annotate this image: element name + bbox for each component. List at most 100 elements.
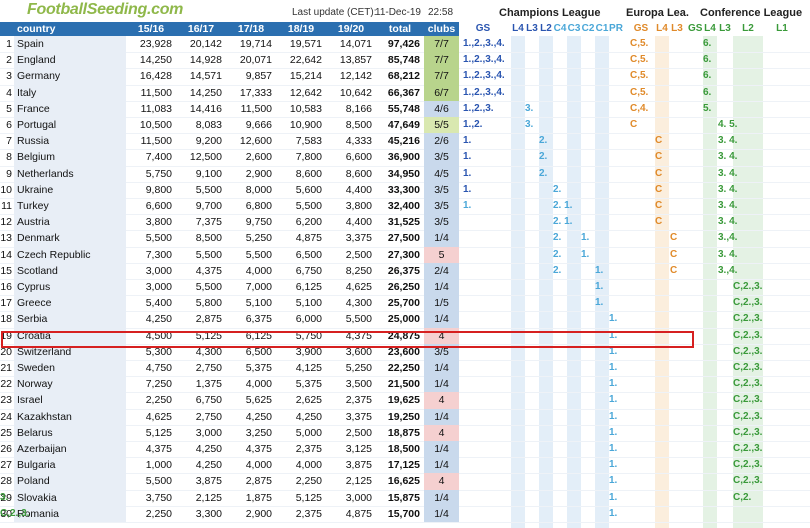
season-value: 9,666	[245, 119, 272, 131]
section-europa-league: Europa Lea.	[626, 7, 689, 19]
total-value: 31,525	[387, 216, 420, 229]
table-row[interactable]: 23 Israel 2,250 6,750 5,625 2,625 2,375 19,625 4…	[0, 392, 810, 410]
table-row[interactable]: 21 Sweden 4,750 2,750 5,375 4,125 5,250 22,250 1…	[0, 360, 810, 378]
table-row[interactable]: 14 Czech Republic 7,300 5,500 5,500 6,500 2,50…	[0, 246, 810, 264]
country-name[interactable]: Bulgaria	[14, 457, 126, 474]
col-slot-mark: C,2.,3.	[733, 345, 763, 357]
cl-slot-mark: 1.	[595, 281, 604, 292]
table-row[interactable]: 16 Cyprus 3,000 5,500 7,000 6,125 4,625 26,250 1…	[0, 279, 810, 297]
header-col-l3: L3	[719, 23, 731, 34]
header-country[interactable]: country	[14, 22, 126, 36]
season-value: 3,125	[345, 443, 372, 455]
country-name[interactable]: Russia	[14, 133, 126, 150]
season-value: 11,083	[140, 102, 172, 115]
country-name[interactable]: Portugal	[14, 117, 126, 134]
season-value: 10,900	[289, 119, 322, 131]
country-name[interactable]: Turkey	[14, 198, 126, 215]
table-row[interactable]: 29 Slovakia 3,750 2,125 1,875 5,125 3,000 15,87…	[0, 489, 810, 507]
table-row[interactable]: 6 Portugal 10,500 8,083 9,666 10,900 8,500 47,6…	[0, 117, 810, 135]
country-name[interactable]: Sweden	[14, 360, 126, 377]
header-season-17-18[interactable]: 17/18	[226, 22, 276, 36]
section-conference-league: Conference League	[700, 7, 803, 19]
header-total[interactable]: total	[376, 22, 424, 36]
table-row[interactable]: 8 Belgium 7,400 12,500 2,600 7,800 6,600 36,900…	[0, 149, 810, 167]
rank-number: 24	[0, 410, 12, 423]
country-name[interactable]: Poland	[14, 473, 126, 490]
table-row[interactable]: 25 Belarus 5,125 3,000 3,250 5,000 2,500 18,875…	[0, 424, 810, 442]
season-value: 4,000	[245, 378, 272, 391]
clubs-count: 1/4	[424, 311, 459, 328]
el-slot-mark: C	[655, 216, 663, 228]
table-row[interactable]: 30 Romania 2,250 3,300 2,900 2,375 4,875 15,700…	[0, 505, 810, 523]
table-row[interactable]: 28 Poland 5,500 3,875 2,875 2,250 2,125 16,625 4…	[0, 473, 810, 491]
column-stripe	[511, 36, 525, 528]
cl-slot-mark: 1.	[595, 264, 604, 276]
cl-slot-mark: 3.	[525, 102, 534, 114]
table-row[interactable]: 26 Azerbaijan 4,375 4,250 4,375 2,375 3,125 18,…	[0, 441, 810, 459]
header-season-16-17[interactable]: 16/17	[176, 22, 226, 36]
country-name[interactable]: Denmark	[14, 230, 126, 247]
table-row[interactable]: 7 Russia 11,500 9,200 12,600 7,583 4,333 45,216…	[0, 133, 810, 151]
country-name[interactable]: Netherlands	[14, 165, 126, 182]
country-name[interactable]: Norway	[14, 376, 126, 393]
rank-number: 12	[0, 216, 12, 229]
col-slot-mark: C,2.,3.	[733, 475, 763, 487]
table-row[interactable]: 9 Netherlands 5,750 9,100 2,900 8,600 8,600 34,…	[0, 165, 810, 183]
header-col-gs: GS	[688, 23, 703, 34]
header-season-15-16[interactable]: 15/16	[126, 22, 176, 36]
header-season-19-20[interactable]: 19/20	[326, 22, 376, 36]
table-row[interactable]: 1 Spain 23,928 20,142 19,714 19,571 14,071 97,4…	[0, 36, 810, 54]
country-name[interactable]: Serbia	[14, 311, 126, 328]
table-row[interactable]: 12 Austria 3,800 7,375 9,750 6,200 4,400 31,525…	[0, 214, 810, 232]
table-row[interactable]: 10 Ukraine 9,800 5,500 8,000 5,600 4,400 33,300…	[0, 181, 810, 199]
table-row[interactable]: 15 Scotland 3,000 4,375 4,000 6,750 8,250 26,37…	[0, 262, 810, 280]
cl-slot-mark: 2.	[553, 248, 562, 260]
country-name[interactable]: Spain	[14, 36, 126, 53]
country-name[interactable]: Azerbaijan	[14, 441, 126, 458]
header-el-l3: L3	[671, 23, 683, 34]
col-slot-mark: C,2.,3.	[0, 507, 30, 519]
country-name[interactable]: Ukraine	[14, 181, 126, 198]
table-row[interactable]: 24 Kazakhstan 4,625 2,750 4,250 4,250 3,375 19,…	[0, 408, 810, 426]
table-row[interactable]: 17 Greece 5,400 5,800 5,100 5,100 4,300 25,700 1…	[0, 295, 810, 313]
table-row[interactable]: 22 Norway 7,250 1,375 4,000 5,375 3,500 21,500 1…	[0, 376, 810, 394]
rank-number: 17	[0, 297, 12, 310]
country-name[interactable]: Czech Republic	[14, 246, 126, 263]
season-value: 2,125	[345, 475, 372, 488]
country-name[interactable]: Romania	[14, 505, 126, 522]
header-clubs[interactable]: clubs	[424, 22, 459, 36]
season-value: 4,250	[245, 410, 272, 423]
table-row[interactable]: 5 France 11,083 14,416 11,500 10,583 8,166 55,7…	[0, 100, 810, 118]
country-name[interactable]: Belgium	[14, 149, 126, 166]
country-name[interactable]: Slovakia	[14, 489, 126, 506]
country-name[interactable]: Kazakhstan	[14, 408, 126, 425]
table-row[interactable]: 18 Serbia 4,250 2,875 6,375 6,000 5,500 25,000 1…	[0, 311, 810, 329]
header-season-18-19[interactable]: 18/19	[276, 22, 326, 36]
site-logo[interactable]: FootballSeeding.com	[27, 1, 184, 18]
country-name[interactable]: England	[14, 52, 126, 69]
country-name[interactable]: Scotland	[14, 262, 126, 279]
table-row[interactable]: 4 Italy 11,500 14,250 17,333 12,642 10,642 66,3…	[0, 84, 810, 102]
table-row[interactable]: 13 Denmark 5,500 8,500 5,250 4,875 3,375 27,500…	[0, 230, 810, 248]
season-value: 4,400	[345, 216, 372, 229]
season-value: 9,750	[245, 216, 272, 229]
country-name[interactable]: Belarus	[14, 424, 126, 441]
season-value: 11,500	[140, 86, 172, 99]
country-name[interactable]: Austria	[14, 214, 126, 231]
country-name[interactable]: Israel	[14, 392, 126, 409]
table-row[interactable]: 3 Germany 16,428 14,571 9,857 15,214 12,142 68,…	[0, 68, 810, 86]
country-name[interactable]: Greece	[14, 295, 126, 312]
season-value: 2,900	[245, 167, 272, 180]
country-name[interactable]: France	[14, 100, 126, 117]
table-row[interactable]: 11 Turkey 6,600 9,700 6,800 5,500 3,800 32,400 3…	[0, 198, 810, 216]
cl-slot-mark: 1.	[609, 378, 618, 390]
country-name[interactable]: Cyprus	[14, 279, 126, 296]
country-name[interactable]: Italy	[14, 84, 126, 101]
country-name[interactable]: Germany	[14, 68, 126, 85]
season-value: 3,000	[345, 491, 372, 504]
table-row[interactable]: 2 England 14,250 14,928 20,071 22,642 13,857 85…	[0, 52, 810, 70]
el-slot-mark: C	[655, 151, 663, 163]
season-value: 2,375	[295, 507, 322, 520]
rank-number: 1	[6, 38, 12, 50]
table-row[interactable]: 27 Bulgaria 1,000 4,250 4,000 4,000 3,875 17,12…	[0, 457, 810, 475]
